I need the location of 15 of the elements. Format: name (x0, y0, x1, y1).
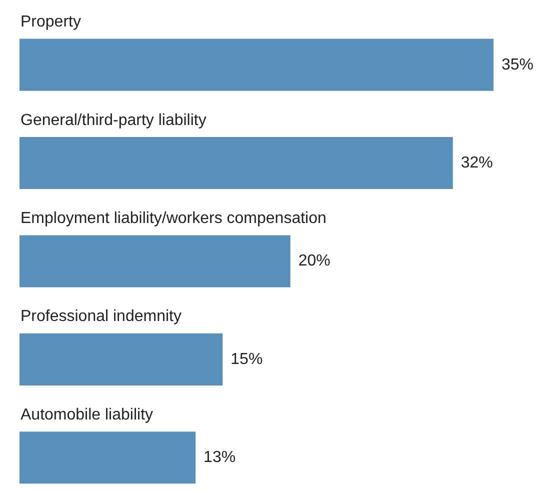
data-label: 35% (502, 56, 534, 74)
data-label: 13% (204, 449, 236, 466)
data-label: 15% (230, 350, 263, 368)
bar (20, 333, 223, 386)
data-label: 32% (460, 154, 493, 172)
bar (20, 38, 494, 91)
y-tick-label: Property (20, 14, 81, 31)
y-tick-label: Automobile liability (20, 406, 154, 424)
y-tick-label: General/third-party liability (20, 112, 206, 129)
bar (20, 235, 290, 288)
bar (20, 137, 453, 190)
bar (20, 432, 196, 484)
data-label: 20% (298, 252, 330, 270)
y-tick-label: Employment liability/workers compensation (20, 210, 326, 228)
y-tick-label: Professional indemnity (20, 308, 182, 326)
